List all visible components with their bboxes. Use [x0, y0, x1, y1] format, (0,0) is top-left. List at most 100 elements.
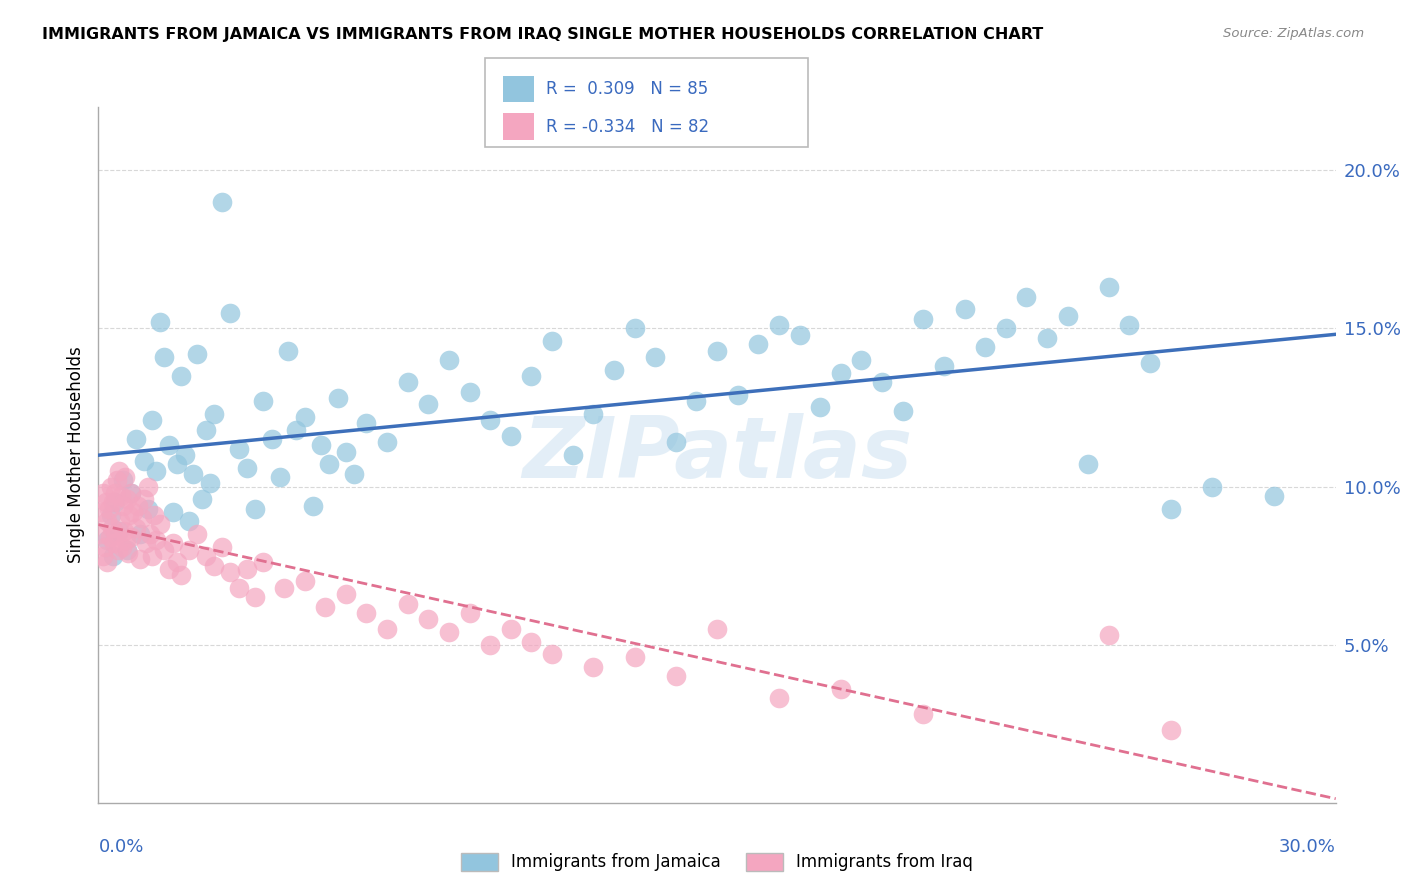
Point [122, 505, 145, 519]
Point [994, 321, 1017, 335]
Point [912, 312, 935, 326]
Point [747, 337, 769, 351]
Point [153, 542, 176, 557]
Point [124, 521, 146, 535]
Point [499, 622, 522, 636]
Point [117, 546, 139, 560]
Point [479, 413, 502, 427]
Point [162, 536, 184, 550]
Text: R = -0.334   N = 82: R = -0.334 N = 82 [546, 118, 709, 136]
Point [136, 479, 159, 493]
Point [179, 514, 201, 528]
Point [179, 542, 201, 557]
Legend: Immigrants from Jamaica, Immigrants from Iraq: Immigrants from Jamaica, Immigrants from… [454, 846, 980, 878]
Point [145, 533, 167, 548]
Point [89, 527, 111, 541]
Point [974, 340, 997, 354]
Point [458, 606, 481, 620]
Point [1077, 458, 1099, 472]
Point [252, 394, 274, 409]
Text: IMMIGRANTS FROM JAMAICA VS IMMIGRANTS FROM IRAQ SINGLE MOTHER HOUSEHOLDS CORRELA: IMMIGRANTS FROM JAMAICA VS IMMIGRANTS FR… [42, 27, 1043, 42]
Point [108, 514, 131, 528]
Point [830, 681, 852, 696]
Point [418, 612, 440, 626]
Point [356, 417, 378, 431]
Point [1263, 489, 1285, 503]
Point [603, 362, 626, 376]
Point [104, 495, 127, 509]
Point [112, 473, 135, 487]
Point [118, 508, 141, 522]
Point [190, 492, 212, 507]
Point [104, 486, 127, 500]
Point [685, 394, 707, 409]
Point [520, 368, 543, 383]
Point [96, 514, 118, 528]
Point [115, 533, 138, 548]
Point [623, 650, 645, 665]
Point [1098, 628, 1121, 642]
Point [228, 581, 250, 595]
Point [132, 492, 155, 507]
Point [202, 407, 225, 421]
Point [153, 350, 176, 364]
Point [91, 549, 114, 563]
Point [912, 707, 935, 722]
Point [93, 486, 115, 500]
Point [166, 556, 188, 570]
Point [1056, 309, 1078, 323]
Point [104, 527, 127, 541]
Point [830, 366, 852, 380]
Point [335, 587, 357, 601]
Point [582, 660, 605, 674]
Point [644, 350, 666, 364]
Point [194, 423, 217, 437]
Point [789, 327, 811, 342]
Point [499, 429, 522, 443]
Point [665, 435, 688, 450]
Point [101, 549, 124, 563]
Point [162, 505, 184, 519]
Text: R =  0.309   N = 85: R = 0.309 N = 85 [546, 80, 707, 98]
Point [107, 542, 129, 557]
Point [194, 549, 217, 563]
Point [1201, 479, 1223, 493]
Point [108, 524, 131, 538]
Point [100, 521, 122, 535]
Point [111, 540, 134, 554]
Point [120, 486, 142, 500]
Point [166, 458, 188, 472]
Point [260, 432, 283, 446]
Point [110, 489, 132, 503]
Point [124, 432, 146, 446]
Point [186, 347, 208, 361]
Point [98, 530, 121, 544]
Point [186, 527, 208, 541]
Point [236, 460, 259, 475]
Point [727, 388, 749, 402]
Point [252, 556, 274, 570]
Point [396, 597, 419, 611]
Point [149, 517, 172, 532]
Point [396, 375, 419, 389]
Point [335, 444, 357, 458]
Point [706, 343, 728, 358]
Text: 0.0%: 0.0% [98, 838, 143, 855]
Point [768, 318, 790, 333]
Point [932, 359, 955, 374]
Point [1160, 723, 1182, 737]
Text: ZIPatlas: ZIPatlas [522, 413, 912, 497]
Point [127, 499, 149, 513]
Point [768, 691, 790, 706]
Point [520, 634, 543, 648]
Point [318, 458, 340, 472]
Point [1118, 318, 1140, 333]
Point [228, 442, 250, 456]
Point [808, 401, 831, 415]
Point [356, 606, 378, 620]
Point [479, 638, 502, 652]
Point [541, 647, 564, 661]
Point [141, 549, 163, 563]
Point [561, 448, 583, 462]
Point [1015, 290, 1038, 304]
